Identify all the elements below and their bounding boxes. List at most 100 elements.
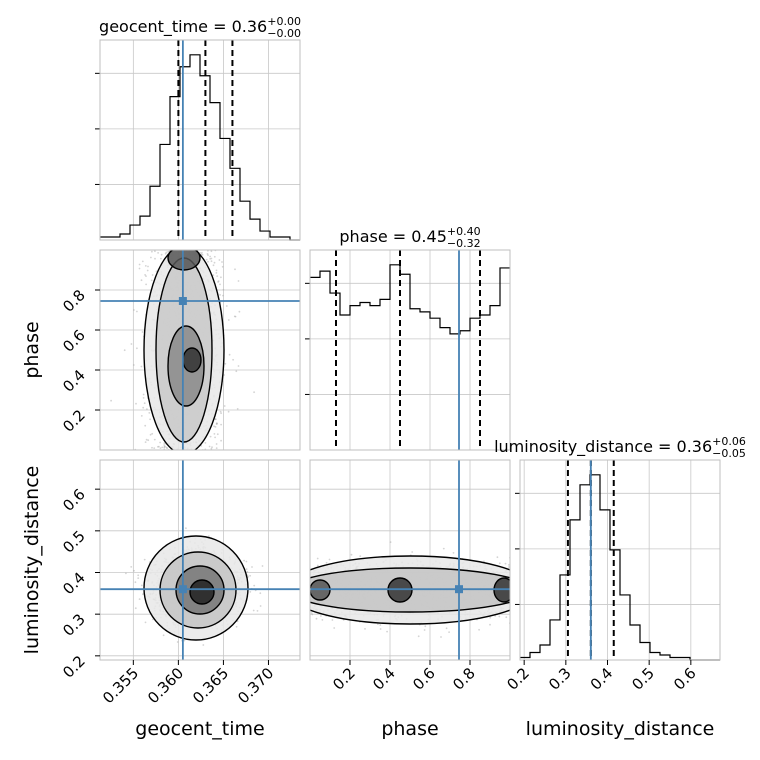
data-point	[140, 415, 143, 417]
data-point	[498, 615, 501, 618]
data-point	[147, 439, 150, 442]
data-point	[138, 263, 141, 266]
data-point	[253, 391, 256, 394]
data-point	[245, 568, 248, 570]
density-panel-frame	[99, 249, 301, 451]
data-point	[214, 418, 217, 421]
data-point	[350, 553, 353, 556]
data-point	[245, 560, 248, 563]
truth-marker	[178, 585, 187, 594]
data-point	[452, 552, 455, 554]
data-point	[212, 274, 215, 276]
data-point	[183, 639, 186, 642]
data-point	[185, 527, 187, 530]
data-point	[215, 422, 218, 425]
axis-labels: geocent_time phase luminosity_distance p…	[21, 321, 714, 740]
data-point	[232, 358, 235, 361]
data-point	[164, 252, 167, 255]
data-point	[208, 445, 211, 448]
data-point	[220, 276, 222, 279]
data-point	[209, 258, 212, 260]
xlabel-geocent-time: geocent_time	[135, 718, 264, 740]
data-point	[220, 412, 223, 415]
xtick-label-luminosity_distance: 0.3	[545, 664, 575, 694]
data-point	[151, 250, 153, 253]
data-point	[504, 562, 507, 565]
data-point	[145, 283, 148, 286]
data-point	[238, 310, 241, 313]
data-point	[498, 562, 501, 565]
title-main: phase = 0.45	[339, 227, 446, 246]
data-point	[160, 257, 162, 260]
density-panel-frame	[99, 459, 301, 661]
truth-marker	[178, 297, 187, 305]
title-minus: −0.00	[267, 27, 301, 40]
data-point	[136, 347, 138, 350]
density-panel-frame	[309, 459, 511, 661]
data-point	[237, 365, 240, 367]
data-point	[215, 447, 218, 449]
data-point	[227, 410, 230, 413]
data-point	[140, 279, 143, 282]
data-point	[359, 555, 362, 557]
data-point	[157, 252, 160, 254]
data-point	[249, 591, 252, 593]
title-luminosity_distance: luminosity_distance = 0.36+0.06 −0.05	[494, 435, 746, 460]
data-point	[220, 439, 223, 442]
data-point	[154, 250, 156, 253]
data-point	[215, 443, 218, 445]
data-point	[228, 353, 231, 356]
data-point	[146, 408, 148, 410]
data-point	[206, 253, 209, 255]
data-point	[411, 551, 414, 553]
density-contour	[182, 347, 202, 373]
data-point	[237, 280, 240, 282]
data-point	[143, 402, 146, 405]
xlabel-luminosity-distance: luminosity_distance	[526, 718, 715, 740]
histogram-frame	[519, 459, 721, 661]
data-point	[235, 370, 238, 373]
data-point	[144, 424, 147, 427]
data-point	[134, 607, 137, 610]
data-point	[505, 616, 508, 619]
data-point	[386, 630, 388, 633]
data-point	[137, 574, 140, 577]
data-point	[328, 558, 331, 561]
data-point	[110, 399, 112, 402]
density-luminosity-distance-vs-geocent-time	[99, 459, 301, 661]
data-point	[159, 447, 162, 449]
data-point	[148, 412, 151, 414]
data-point	[166, 447, 169, 450]
data-point	[141, 260, 144, 263]
data-point	[144, 621, 147, 624]
truth-marker	[455, 585, 463, 594]
data-point	[213, 433, 216, 435]
ytick-label-luminosity_distance: 0.2	[59, 652, 89, 682]
panel-content	[125, 527, 264, 646]
data-point	[251, 566, 253, 568]
data-point	[123, 349, 126, 352]
data-point	[225, 305, 228, 307]
ytick-label-phase: 0.2	[59, 406, 89, 436]
data-point	[151, 274, 154, 276]
data-point	[161, 446, 164, 449]
data-point	[321, 619, 324, 621]
xtick-label-phase: 0.2	[329, 664, 359, 694]
xtick-label-geocent_time: 0.360	[144, 664, 187, 707]
data-point	[249, 574, 252, 577]
xtick-label-geocent_time: 0.355	[99, 664, 142, 707]
data-point	[216, 433, 219, 436]
histogram-steps	[310, 264, 510, 335]
data-point	[222, 294, 224, 297]
data-point	[150, 256, 152, 259]
data-point	[204, 442, 207, 444]
data-point	[213, 255, 216, 258]
data-point	[218, 259, 221, 261]
data-point	[144, 274, 147, 276]
data-point	[448, 631, 450, 633]
density-phase-vs-geocent-time	[99, 249, 301, 451]
data-point	[364, 628, 366, 630]
data-point	[219, 294, 222, 296]
data-point	[141, 331, 144, 333]
data-point	[149, 418, 152, 421]
